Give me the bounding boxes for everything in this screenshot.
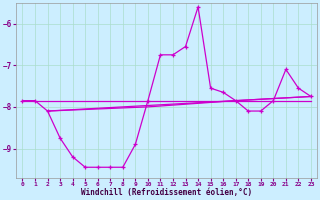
X-axis label: Windchill (Refroidissement éolien,°C): Windchill (Refroidissement éolien,°C) [81,188,252,197]
